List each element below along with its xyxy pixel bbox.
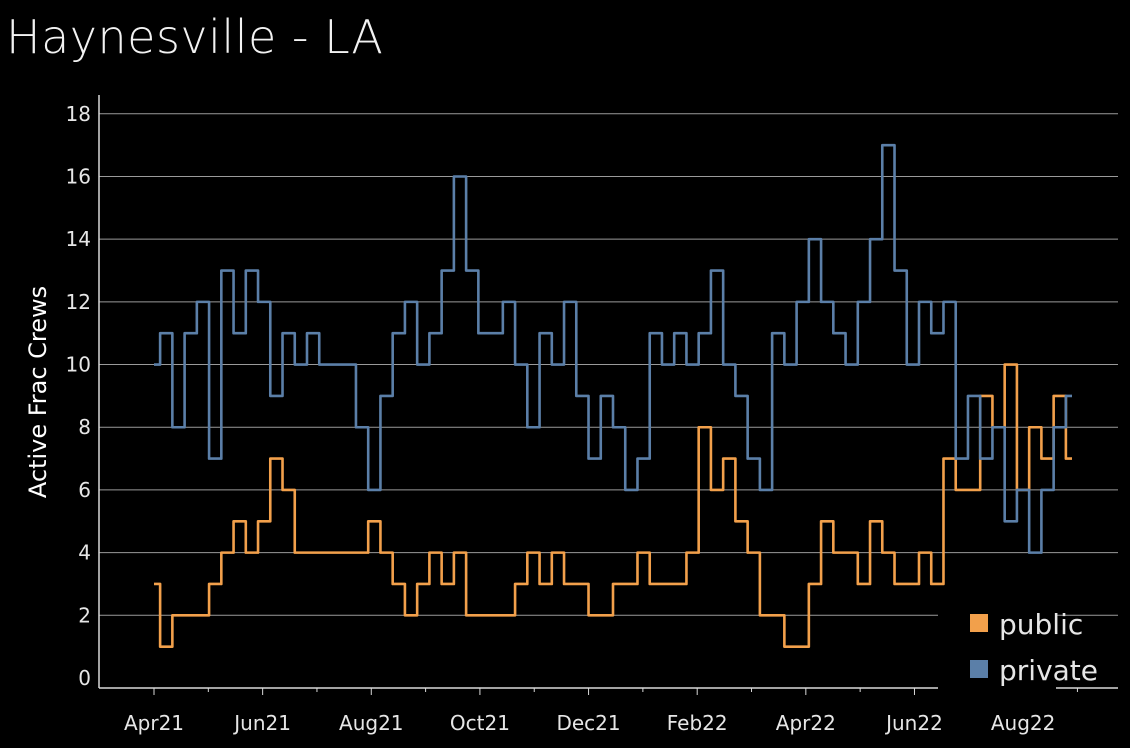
y-tick-label: 12 bbox=[66, 290, 91, 314]
x-tick-label: Aug22 bbox=[991, 711, 1056, 735]
x-axis-ticks: Apr21 Jun21 Aug21 Oct21 Dec21 Feb22 Apr22 Jun22… bbox=[124, 688, 1078, 735]
x-tick-label: Jun21 bbox=[232, 711, 291, 735]
legend-background bbox=[938, 600, 1056, 700]
y-tick-label: 0 bbox=[78, 666, 91, 690]
y-tick-label: 14 bbox=[66, 227, 91, 251]
y-tick-label: 4 bbox=[78, 541, 91, 565]
legend-swatch-public bbox=[970, 614, 988, 632]
y-axis-label: Active Frac Crews bbox=[24, 286, 52, 498]
x-tick-label: Feb22 bbox=[667, 711, 728, 735]
x-tick-label: Jun22 bbox=[884, 711, 943, 735]
x-tick-label: Apr22 bbox=[776, 711, 836, 735]
y-tick-label: 18 bbox=[66, 102, 91, 126]
y-tick-label: 2 bbox=[78, 603, 91, 627]
x-tick-label: Apr21 bbox=[124, 711, 184, 735]
legend-label-public: public bbox=[999, 608, 1083, 641]
series-line-private bbox=[154, 143, 1072, 554]
series-line-public bbox=[154, 363, 1072, 648]
x-tick-label: Oct21 bbox=[450, 711, 510, 735]
y-tick-label: 8 bbox=[78, 415, 91, 439]
y-axis-ticks: 0 2 4 6 8 10 12 14 16 18 bbox=[66, 102, 91, 690]
gridlines bbox=[99, 113, 1118, 616]
legend-swatch-private bbox=[970, 660, 988, 678]
y-tick-label: 16 bbox=[66, 164, 91, 188]
x-tick-label: Aug21 bbox=[339, 711, 404, 735]
series-lines bbox=[153, 143, 1073, 648]
y-tick-label: 10 bbox=[66, 353, 91, 377]
legend-label-private: private bbox=[999, 654, 1098, 687]
chart-title: Haynesville - LA bbox=[6, 10, 384, 64]
y-tick-label: 6 bbox=[78, 478, 91, 502]
legend: public private bbox=[938, 600, 1098, 700]
x-tick-label: Dec21 bbox=[556, 711, 620, 735]
